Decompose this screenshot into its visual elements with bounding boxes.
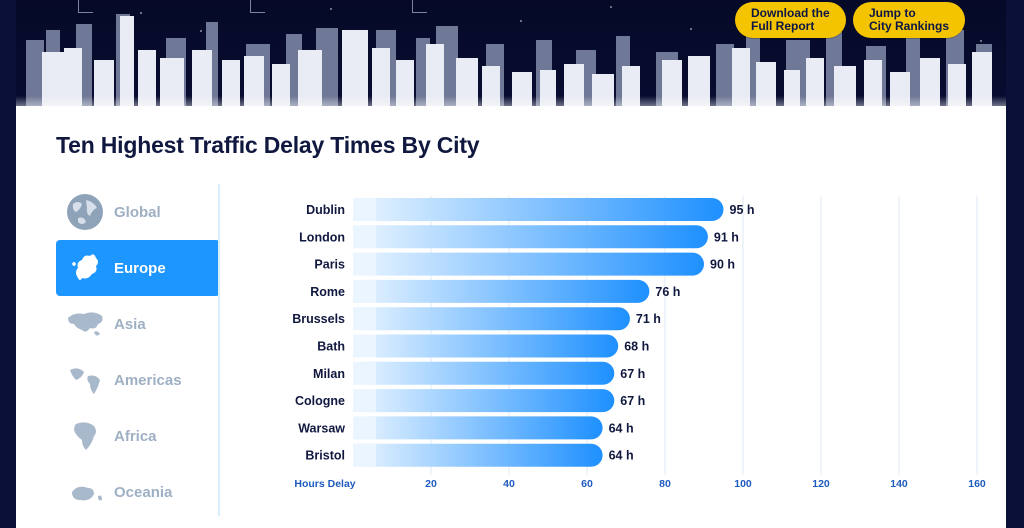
button-label: Jump to xyxy=(869,6,916,20)
oceania-map-icon xyxy=(72,486,102,501)
bar-base xyxy=(353,225,376,249)
star xyxy=(980,40,982,42)
bar-chart: Dublin 95 h London 91 h Paris 90 h Rome 76 h Bru… xyxy=(292,196,986,490)
region-label: Global xyxy=(114,203,161,221)
category-label: Brussels xyxy=(292,312,345,326)
value-label: 68 h xyxy=(624,340,649,354)
americas-map-icon xyxy=(70,368,100,394)
bar xyxy=(353,225,708,249)
asia-map-icon xyxy=(68,312,103,336)
value-label: 64 h xyxy=(609,421,634,435)
x-tick-label: 160 xyxy=(968,478,986,490)
region-tab-europe[interactable]: Europe xyxy=(56,240,220,296)
bar-base xyxy=(353,252,376,276)
bar xyxy=(353,443,603,467)
x-tick-label: 60 xyxy=(581,478,593,490)
bar xyxy=(353,416,603,440)
corner-mark xyxy=(412,0,427,13)
region-tabs: Global Europe Asia Americas Africa Oc xyxy=(56,184,220,520)
value-label: 90 h xyxy=(710,258,735,272)
left-border xyxy=(0,0,16,528)
bar-base xyxy=(353,389,376,413)
category-label: Dublin xyxy=(306,203,345,217)
bar-base xyxy=(353,198,376,221)
region-tab-americas[interactable]: Americas xyxy=(56,352,220,408)
category-label: Paris xyxy=(314,258,345,272)
button-label: Full Report xyxy=(751,19,815,33)
star xyxy=(690,28,692,30)
value-label: 67 h xyxy=(620,367,645,381)
region-tab-global[interactable]: Global xyxy=(56,184,220,240)
bar-base xyxy=(353,416,376,440)
corner-mark xyxy=(250,0,265,13)
category-label: Warsaw xyxy=(298,421,345,435)
category-label: Bristol xyxy=(305,449,345,463)
bar xyxy=(353,361,615,385)
bar xyxy=(353,279,650,303)
value-label: 91 h xyxy=(714,230,739,244)
bar-base xyxy=(353,443,376,467)
category-label: Milan xyxy=(313,367,345,381)
value-label: 67 h xyxy=(620,394,645,408)
category-label: Cologne xyxy=(295,394,345,408)
jump-to-rankings-button[interactable]: Jump to City Rankings xyxy=(853,2,965,38)
value-label: 76 h xyxy=(655,285,680,299)
bar xyxy=(353,307,630,331)
bar xyxy=(353,334,619,358)
bar xyxy=(353,198,724,221)
x-axis-label: Hours Delay xyxy=(294,478,355,490)
bar xyxy=(353,389,615,413)
download-report-button[interactable]: Download the Full Report xyxy=(735,2,846,38)
region-label: Asia xyxy=(114,315,146,333)
star xyxy=(330,8,332,10)
value-label: 71 h xyxy=(636,312,661,326)
button-label: Download the xyxy=(751,6,830,20)
europe-map-icon xyxy=(72,254,98,280)
region-label: Oceania xyxy=(114,483,173,501)
x-tick-label: 140 xyxy=(890,478,908,490)
region-label: Africa xyxy=(114,427,157,445)
bar xyxy=(353,252,704,276)
africa-map-icon xyxy=(74,422,96,450)
chart-title: Ten Highest Traffic Delay Times By City xyxy=(56,132,480,158)
bar-base xyxy=(353,279,376,303)
region-tab-africa[interactable]: Africa xyxy=(56,408,220,464)
category-label: Rome xyxy=(310,285,345,299)
x-tick-label: 100 xyxy=(734,478,752,490)
value-label: 95 h xyxy=(730,203,755,217)
chart-bars: Dublin 95 h London 91 h Paris 90 h Rome 76 h Bru… xyxy=(292,198,755,467)
region-label: Americas xyxy=(114,371,182,389)
star xyxy=(140,12,142,14)
tab-divider xyxy=(218,184,220,516)
region-tab-oceania[interactable]: Oceania xyxy=(56,464,220,520)
x-tick-label: 40 xyxy=(503,478,515,490)
category-label: London xyxy=(299,230,345,244)
corner-mark xyxy=(78,0,93,13)
star xyxy=(610,6,612,8)
star xyxy=(520,20,522,22)
x-tick-label: 120 xyxy=(812,478,830,490)
value-label: 64 h xyxy=(609,449,634,463)
bar-base xyxy=(353,361,376,385)
region-tab-asia[interactable]: Asia xyxy=(56,296,220,352)
bar-base xyxy=(353,334,376,358)
bar-base xyxy=(353,307,376,331)
button-label: City Rankings xyxy=(869,19,950,33)
x-tick-label: 20 xyxy=(425,478,437,490)
category-label: Bath xyxy=(317,340,345,354)
region-label: Europe xyxy=(114,259,166,277)
star xyxy=(200,30,202,32)
globe-icon xyxy=(67,194,103,230)
x-tick-label: 80 xyxy=(659,478,671,490)
right-border xyxy=(1006,0,1024,528)
x-axis: Hours Delay 20 40 60 80 100 120 140 160 xyxy=(294,478,986,490)
